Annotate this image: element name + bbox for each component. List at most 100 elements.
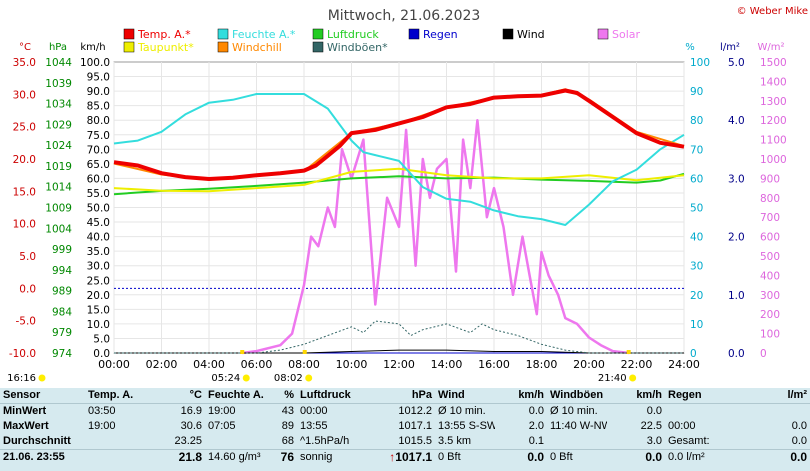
axis-unit-percent: % xyxy=(685,42,695,53)
legend-swatch xyxy=(408,28,420,40)
tick-label-kmh: 10.0 xyxy=(87,319,110,331)
tick-label-kmh: 85.0 xyxy=(87,101,110,113)
copyright-link[interactable]: © Weber Mike xyxy=(737,6,808,17)
series-line-solar xyxy=(242,118,630,355)
stats-header-pressure: Luftdruck xyxy=(297,388,377,404)
tick-label-lm2: 3.0 xyxy=(728,173,745,185)
stats-cell: Ø 10 min. xyxy=(438,405,486,417)
sun-time-sunset: 21:40 xyxy=(598,373,627,384)
stats-header-sensor: Sensor xyxy=(0,388,85,404)
tick-label-celsius: 30.0 xyxy=(13,89,36,101)
legend-swatch xyxy=(123,41,135,53)
stats-header-gusts: Windböen xyxy=(547,388,607,404)
tick-label-kmh: 30.0 xyxy=(87,261,110,273)
legend-swatch xyxy=(312,28,324,40)
stats-cell: ^1.5hPa/h xyxy=(300,435,350,447)
stats-cell: 07:05 xyxy=(208,420,236,432)
tick-label-wm2: 500 xyxy=(760,251,780,263)
stats-row-label: MaxWert xyxy=(3,420,49,432)
tick-label-hpa: 1029 xyxy=(45,119,72,131)
stats-cell: 13:55 xyxy=(300,420,328,432)
tick-label-lm2: 1.0 xyxy=(728,290,745,302)
stats-header-temp-unit: °C xyxy=(145,388,205,404)
stats-cell xyxy=(85,449,145,465)
stats-cell: 21.8 xyxy=(145,449,205,465)
tick-label-time: 06:00 xyxy=(241,358,273,371)
tick-label-kmh: 65.0 xyxy=(87,159,110,171)
chart-title: Mittwoch, 21.06.2023 xyxy=(328,8,481,24)
sun-icon xyxy=(629,374,637,382)
legend-label: Feuchte A.* xyxy=(232,28,296,41)
stats-header-pressure-unit: hPa xyxy=(377,388,435,404)
series-line-luftdruck xyxy=(113,172,685,196)
tick-label-kmh: 45.0 xyxy=(87,217,110,229)
axis-unit-hpa: hPa xyxy=(49,42,67,53)
tick-label-time: 18:00 xyxy=(526,358,558,371)
tick-label-kmh: 5.0 xyxy=(93,333,110,345)
stats-cell: 0 Bft xyxy=(435,449,495,465)
tick-label-kmh: 80.0 xyxy=(87,115,110,127)
tick-label-hpa: 1044 xyxy=(45,57,72,69)
legend-label: Wind xyxy=(517,28,545,41)
tick-label-kmh: 60.0 xyxy=(87,173,110,185)
tick-label-kmh: 75.0 xyxy=(87,130,110,142)
tick-label-wm2: 600 xyxy=(760,232,780,244)
stats-cell: 0.0 xyxy=(791,435,807,447)
tick-label-percent: 30 xyxy=(690,261,703,273)
tick-label-percent: 0 xyxy=(690,348,697,360)
tick-label-percent: 50 xyxy=(690,203,703,215)
stats-cell: 0.1 xyxy=(528,435,544,447)
moon-icon xyxy=(38,374,46,382)
tick-label-kmh: 90.0 xyxy=(87,86,110,98)
axis-unit-kmh: km/h xyxy=(80,42,105,53)
tick-label-wm2: 1100 xyxy=(760,135,787,147)
tick-label-hpa: 1024 xyxy=(45,140,72,152)
tick-label-percent: 70 xyxy=(690,144,703,156)
stats-cell: 89 xyxy=(281,420,294,432)
stats-cell: 1015.5 xyxy=(398,435,432,447)
tick-label-percent: 60 xyxy=(690,173,703,185)
tick-label-percent: 10 xyxy=(690,319,703,331)
stats-row-current: 21.06. 23:55 21.8 14.60 g/m³ 76 sonnig ↑… xyxy=(0,449,810,465)
tick-label-lm2: 2.0 xyxy=(728,232,745,244)
stats-row-label: Durchschnitt xyxy=(3,435,71,447)
stats-row-label: MinWert xyxy=(3,405,47,417)
series-line-taupunkt xyxy=(113,167,685,193)
stats-cell xyxy=(547,434,607,450)
tick-label-time: 10:00 xyxy=(336,358,368,371)
stats-cell: 0.0 xyxy=(607,449,665,465)
axis-unit-wm2: W/m² xyxy=(757,42,784,53)
tick-label-time: 14:00 xyxy=(431,358,463,371)
tick-label-celsius: -5.0 xyxy=(16,316,37,328)
tick-label-celsius: -10.0 xyxy=(9,348,36,360)
legend-swatch xyxy=(502,28,514,40)
stats-panel: Sensor Temp. A. °C Feuchte A. % Luftdruc… xyxy=(0,388,810,471)
tick-label-time: 08:00 xyxy=(288,358,320,371)
stats-cell xyxy=(205,434,265,450)
tick-label-wm2: 900 xyxy=(760,173,780,185)
trend-up-icon: ↑ xyxy=(389,450,396,464)
stats-cell: 30.6 xyxy=(180,420,202,432)
tick-label-hpa: 999 xyxy=(52,244,72,256)
tick-label-wm2: 1400 xyxy=(760,76,787,88)
stats-cell: 11:40 W-NW xyxy=(550,420,607,432)
tick-label-time: 16:00 xyxy=(478,358,510,371)
tick-label-wm2: 0 xyxy=(760,348,767,360)
legend-swatch xyxy=(217,41,229,53)
stats-header-humidity-unit: % xyxy=(265,388,297,404)
legend-label: Windböen* xyxy=(327,41,388,54)
stats-cell: 0.0 xyxy=(495,449,547,465)
stats-header-wind-unit: km/h xyxy=(495,388,547,404)
stats-cell xyxy=(727,404,810,420)
legend-label: Luftdruck xyxy=(327,28,379,41)
stats-pressure-current: 1017.1 xyxy=(395,450,432,464)
legend-label: Windchill xyxy=(232,41,282,54)
stats-cell: 19:00 xyxy=(88,420,116,432)
tick-label-time: 22:00 xyxy=(621,358,653,371)
tick-label-time: 24:00 xyxy=(668,358,700,371)
stats-cell: 13:55 S-SW xyxy=(438,420,495,432)
tick-label-percent: 20 xyxy=(690,290,703,302)
stats-table: Sensor Temp. A. °C Feuchte A. % Luftdruc… xyxy=(0,388,810,465)
tick-label-time: 20:00 xyxy=(573,358,605,371)
tick-label-wm2: 1500 xyxy=(760,57,787,69)
